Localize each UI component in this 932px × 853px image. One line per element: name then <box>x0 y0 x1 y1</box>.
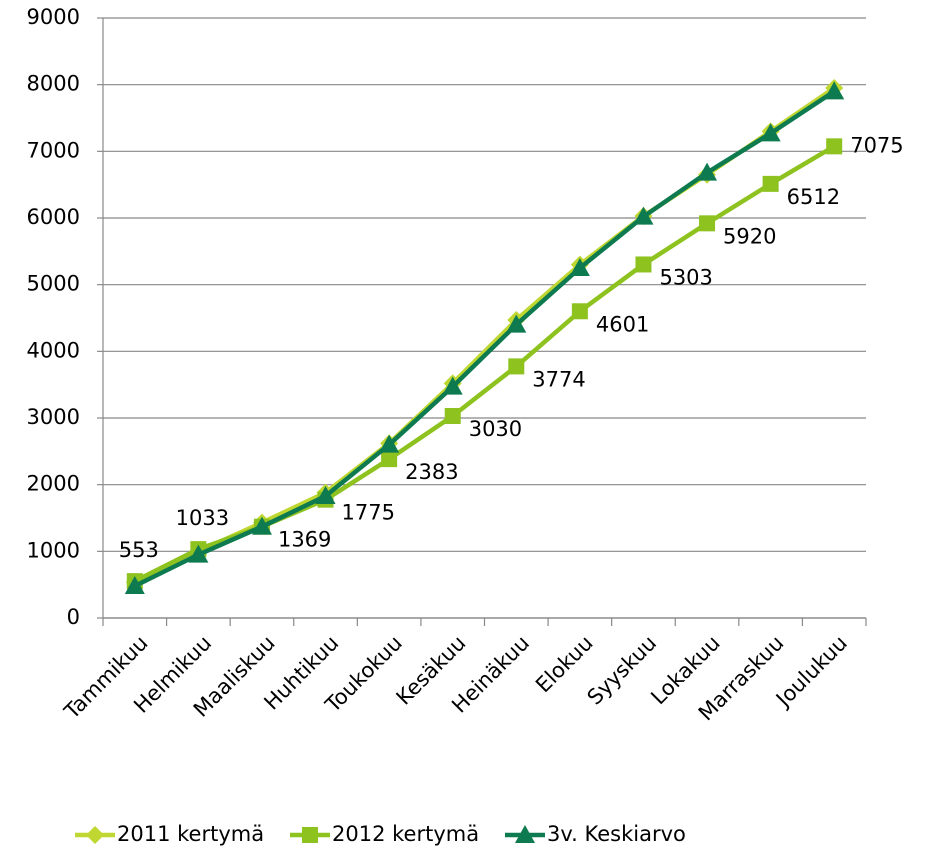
point <box>515 825 535 843</box>
point <box>826 138 843 155</box>
point <box>824 81 845 100</box>
data-label: 1369 <box>278 528 331 552</box>
point <box>569 258 590 276</box>
data-label: 5303 <box>659 265 712 289</box>
point <box>635 256 652 273</box>
y-tick-label: 3000 <box>27 405 80 429</box>
y-tick-label: 4000 <box>27 338 80 362</box>
data-label: 3030 <box>469 417 522 441</box>
point <box>124 576 145 594</box>
series-line <box>133 86 836 585</box>
point <box>302 827 318 843</box>
point <box>697 162 718 181</box>
y-tick-label: 2000 <box>27 472 80 496</box>
legend-label: 2011 kertymä <box>117 822 264 846</box>
y-tick-label: 0 <box>67 605 80 629</box>
point <box>506 314 527 333</box>
data-label: 1775 <box>342 501 395 525</box>
data-label: 6512 <box>787 185 840 209</box>
data-label: 1033 <box>176 506 229 530</box>
y-tick-label: 6000 <box>27 205 80 229</box>
point <box>86 826 104 844</box>
series-line <box>133 89 836 589</box>
point <box>381 451 398 468</box>
x-tick-label: Syyskuu <box>583 631 662 710</box>
legend-label: 3v. Keskiarvo <box>547 822 686 846</box>
data-label: 5920 <box>723 224 776 248</box>
y-tick-label: 8000 <box>27 72 80 96</box>
point <box>251 516 272 535</box>
point <box>379 434 400 453</box>
data-label: 4601 <box>596 312 649 336</box>
point <box>699 215 716 232</box>
data-label: 2383 <box>405 460 458 484</box>
data-label: 7075 <box>850 133 903 157</box>
point <box>508 358 525 375</box>
y-tick-label: 7000 <box>27 138 80 162</box>
y-tick-label: 9000 <box>27 5 80 29</box>
data-label: 3774 <box>532 367 585 391</box>
point <box>633 206 654 225</box>
point <box>188 544 209 563</box>
point <box>444 408 461 424</box>
point <box>315 486 336 504</box>
series-line <box>133 144 836 584</box>
data-label: 553 <box>119 538 159 562</box>
legend-label: 2012 kertymä <box>332 822 479 846</box>
y-tick-label: 1000 <box>27 538 80 562</box>
y-tick-label: 5000 <box>27 272 80 296</box>
point <box>760 123 781 142</box>
point <box>571 303 588 320</box>
point <box>442 376 463 395</box>
point <box>762 175 779 192</box>
